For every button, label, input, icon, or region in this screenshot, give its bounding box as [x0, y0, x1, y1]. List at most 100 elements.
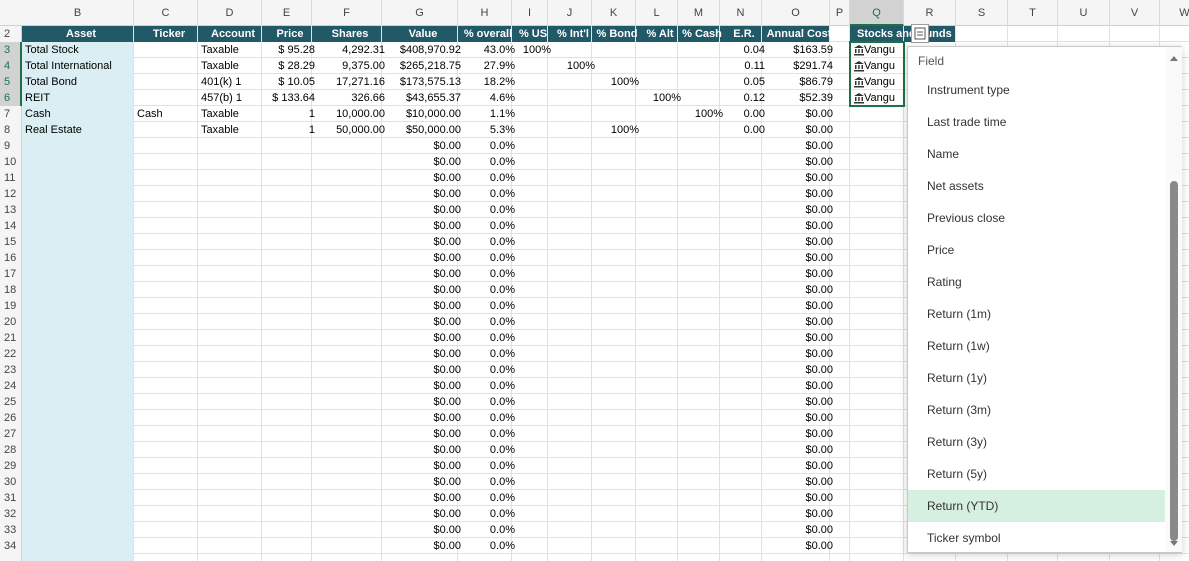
table-cell[interactable]: $0.00 [805, 124, 833, 136]
table-cell[interactable]: 0.0% [489, 188, 515, 200]
table-cell[interactable]: Cash [25, 108, 51, 120]
row-number[interactable]: 32 [4, 508, 17, 520]
table-cell[interactable]: $0.00 [433, 396, 461, 408]
row-number[interactable]: 28 [4, 444, 17, 456]
row-number[interactable]: 34 [4, 540, 17, 552]
table-header-cell[interactable]: Shares [331, 28, 369, 40]
row-number[interactable]: 33 [4, 524, 17, 536]
table-cell[interactable]: $0.00 [433, 284, 461, 296]
table-cell[interactable]: $0.00 [433, 428, 461, 440]
table-cell[interactable]: $0.00 [433, 540, 461, 552]
table-cell[interactable]: $408,970.92 [399, 44, 461, 56]
dropdown-item[interactable]: Return (1y) [927, 371, 988, 385]
dropdown-item[interactable]: Previous close [927, 211, 1006, 225]
table-cell[interactable]: $0.00 [805, 444, 833, 456]
table-cell[interactable]: $0.00 [805, 380, 833, 392]
table-cell[interactable]: $0.00 [433, 380, 461, 392]
table-cell[interactable]: $0.00 [805, 492, 833, 504]
row-number[interactable]: 11 [4, 172, 16, 184]
table-cell[interactable]: 0.0% [489, 332, 515, 344]
table-cell[interactable]: $0.00 [433, 156, 461, 168]
table-cell[interactable]: $0.00 [433, 476, 461, 488]
table-cell[interactable]: 0.0% [489, 396, 515, 408]
table-cell[interactable]: 401(k) 1 [201, 76, 242, 88]
row-number[interactable]: 14 [4, 220, 17, 232]
table-cell[interactable]: $0.00 [805, 396, 833, 408]
column-letter[interactable]: N [720, 0, 762, 26]
row-number[interactable]: 26 [4, 412, 17, 424]
table-cell[interactable]: 0.0% [489, 172, 515, 184]
table-cell[interactable]: 0.0% [489, 364, 515, 376]
column-letter[interactable]: P [830, 0, 850, 26]
row-number[interactable]: 5 [0, 74, 22, 90]
table-header-cell[interactable]: % Bond [596, 28, 638, 40]
table-cell[interactable]: 27.9% [483, 60, 515, 72]
table-cell[interactable]: 1 [308, 124, 315, 136]
row-number[interactable]: 15 [4, 236, 17, 248]
table-cell[interactable]: $0.00 [805, 300, 833, 312]
table-cell[interactable]: $0.00 [805, 284, 833, 296]
column-letter[interactable]: G [382, 0, 458, 26]
row-number[interactable]: 27 [4, 428, 17, 440]
table-cell[interactable]: Taxable [201, 60, 239, 72]
table-cell[interactable]: 1 [308, 108, 315, 120]
table-cell[interactable]: $0.00 [433, 444, 461, 456]
table-header-cell[interactable]: E.R. [733, 28, 755, 40]
table-cell[interactable]: 0.0% [489, 524, 515, 536]
row-number[interactable]: 16 [4, 252, 17, 264]
stock-cell[interactable]: Vangu [864, 44, 895, 56]
table-cell[interactable]: $0.00 [433, 364, 461, 376]
table-cell[interactable]: 50,000.00 [336, 124, 385, 136]
table-cell[interactable]: 0.0% [489, 268, 515, 280]
table-cell[interactable]: 0.00 [743, 124, 765, 136]
table-cell[interactable]: 4,292.31 [342, 44, 385, 56]
column-letter[interactable]: K [592, 0, 636, 26]
table-cell[interactable]: 9,375.00 [342, 60, 385, 72]
table-cell[interactable]: $0.00 [805, 156, 833, 168]
table-cell[interactable]: $0.00 [433, 172, 461, 184]
table-cell[interactable]: 100% [522, 44, 551, 56]
column-letter[interactable]: W [1160, 0, 1189, 26]
table-cell[interactable]: 0.0% [489, 252, 515, 264]
table-cell[interactable]: $0.00 [433, 524, 461, 536]
table-cell[interactable]: $0.00 [433, 220, 461, 232]
table-cell[interactable]: $0.00 [805, 172, 833, 184]
row-number[interactable]: 2 [4, 28, 11, 40]
table-cell[interactable]: $0.00 [805, 220, 833, 232]
table-cell[interactable]: $0.00 [433, 460, 461, 472]
table-cell[interactable]: $0.00 [433, 412, 461, 424]
table-cell[interactable]: 0.0% [489, 348, 515, 360]
table-cell[interactable]: 0.0% [489, 220, 515, 232]
dropdown-item[interactable]: Return (3m) [927, 403, 992, 417]
row-number[interactable]: 25 [4, 396, 17, 408]
row-number[interactable]: 3 [0, 42, 22, 58]
column-letter[interactable]: B [22, 0, 134, 26]
table-cell[interactable]: Cash [137, 108, 163, 120]
table-header-cell[interactable]: Asset [66, 28, 96, 40]
table-cell[interactable]: $0.00 [433, 332, 461, 344]
table-header-cell[interactable]: Annual Cost [766, 28, 832, 40]
table-cell[interactable]: 0.0% [489, 316, 515, 328]
table-cell[interactable]: 0.0% [489, 156, 515, 168]
column-letter[interactable]: F [312, 0, 382, 26]
table-cell[interactable]: $0.00 [805, 364, 833, 376]
table-header-cell[interactable]: Account [211, 28, 255, 40]
column-letter[interactable]: M [678, 0, 720, 26]
column-letter[interactable]: R [904, 0, 956, 26]
dropdown-item[interactable]: Return (1w) [927, 339, 990, 353]
table-cell[interactable]: 0.04 [743, 44, 765, 56]
table-cell[interactable]: $0.00 [433, 316, 461, 328]
row-number[interactable]: 29 [4, 460, 17, 472]
row-number[interactable]: 30 [4, 476, 17, 488]
table-cell[interactable]: $0.00 [805, 348, 833, 360]
table-cell[interactable]: 4.6% [489, 92, 515, 104]
table-cell[interactable]: 0.0% [489, 412, 515, 424]
dropdown-item[interactable]: Last trade time [927, 115, 1007, 129]
column-letter[interactable]: H [458, 0, 512, 26]
column-letter[interactable]: U [1058, 0, 1110, 26]
dropdown-item[interactable]: Return (1m) [927, 307, 992, 321]
dropdown-item[interactable]: Return (5y) [927, 467, 988, 481]
table-cell[interactable]: 17,271.16 [336, 76, 385, 88]
table-cell[interactable]: $43,655.37 [405, 92, 461, 104]
table-cell[interactable]: 326.66 [351, 92, 385, 104]
